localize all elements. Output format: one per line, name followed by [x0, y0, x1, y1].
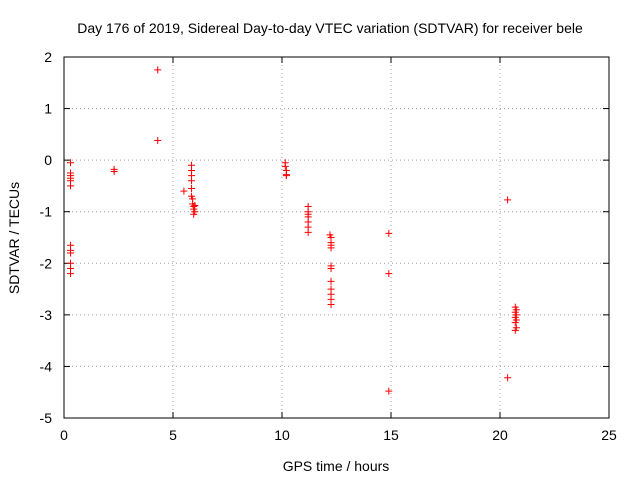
- x-tick-label: 25: [601, 427, 617, 443]
- y-tick-label: 1: [44, 101, 52, 117]
- x-tick-label: 5: [169, 427, 177, 443]
- x-tick-label: 0: [60, 427, 68, 443]
- x-tick-label: 15: [383, 427, 399, 443]
- y-tick-label: -1: [40, 204, 53, 220]
- sdtvar-scatter-chart: 0 5 10 15 20 25 -5 -4 -3 -2 -1 0 1 2 Day 176 of 2019,…: [0, 0, 640, 480]
- y-tick-label: -4: [40, 358, 53, 374]
- y-axis-label: SDTVAR / TECUs: [6, 182, 22, 294]
- x-tick-label: 10: [274, 427, 290, 443]
- y-tick-label: -5: [40, 410, 53, 426]
- y-tick-label: -3: [40, 307, 53, 323]
- chart-background: [0, 0, 640, 480]
- x-axis-label: GPS time / hours: [283, 458, 390, 474]
- chart-title: Day 176 of 2019, Sidereal Day-to-day VTE…: [77, 20, 583, 36]
- x-tick-label: 20: [492, 427, 508, 443]
- y-tick-label: -2: [40, 255, 53, 271]
- y-tick-label: 0: [44, 152, 52, 168]
- y-tick-label: 2: [44, 49, 52, 65]
